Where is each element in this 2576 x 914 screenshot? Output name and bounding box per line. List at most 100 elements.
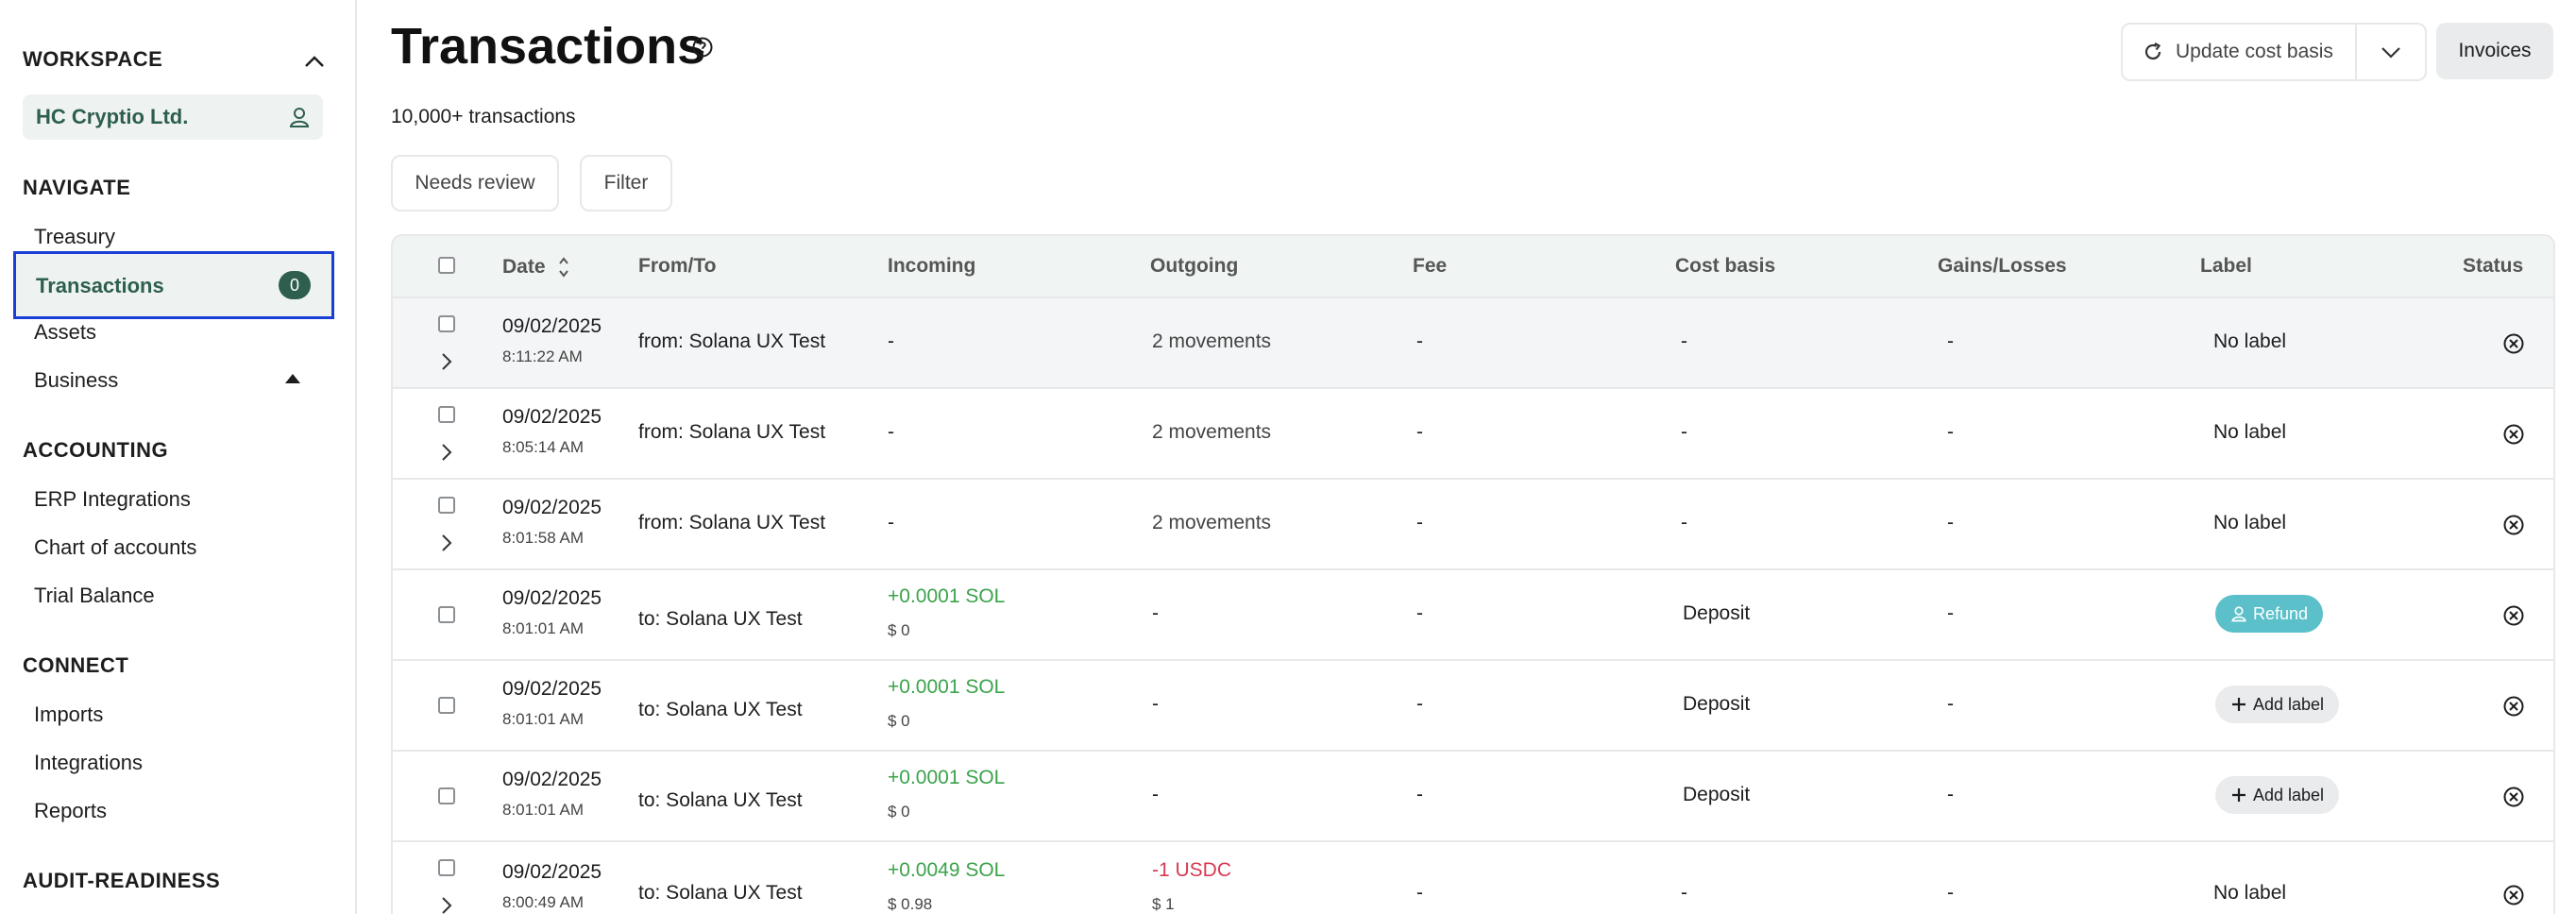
select-all-checkbox[interactable]: [438, 257, 455, 274]
row-checkbox[interactable]: [438, 315, 455, 332]
update-cost-basis-dropdown[interactable]: [2357, 25, 2425, 79]
needs-review-button[interactable]: Needs review: [391, 155, 559, 212]
table-row[interactable]: 09/02/2025 8:05:14 AM from: Solana UX Te…: [393, 389, 2553, 480]
row-outgoing: -1 USDC: [1152, 859, 1232, 881]
row-checkbox[interactable]: [438, 859, 455, 876]
help-icon[interactable]: [691, 36, 714, 59]
row-incoming: -: [888, 512, 894, 533]
table-row[interactable]: 09/02/2025 8:00:49 AM to: Solana UX Test…: [393, 842, 2553, 914]
label-tag-text: Refund: [2253, 603, 2309, 623]
label-tag-refund[interactable]: Refund: [2215, 595, 2324, 633]
chevron-right-icon[interactable]: [440, 895, 453, 914]
sidebar-item-reports[interactable]: Reports: [34, 799, 108, 822]
table-row[interactable]: 09/02/2025 8:01:01 AM to: Solana UX Test…: [393, 661, 2553, 752]
row-label[interactable]: No label: [2213, 421, 2287, 443]
sidebar-item-treasury[interactable]: Treasury: [34, 225, 115, 248]
table-row[interactable]: 09/02/2025 8:11:22 AM from: Solana UX Te…: [393, 298, 2553, 389]
caret-up-icon[interactable]: [285, 374, 300, 383]
sidebar-item-integrations[interactable]: Integrations: [34, 751, 143, 774]
row-cost-basis: Deposit: [1683, 784, 1751, 805]
row-outgoing: -: [1152, 693, 1159, 715]
update-cost-basis-split-button[interactable]: Update cost basis: [2121, 23, 2427, 81]
row-date: 09/02/2025: [502, 497, 602, 518]
connect-heading: CONNECT: [23, 653, 129, 677]
sidebar-item-erp-integrations[interactable]: ERP Integrations: [34, 487, 191, 511]
row-from-to: from: Solana UX Test: [638, 330, 826, 352]
row-date: 09/02/2025: [502, 769, 602, 790]
row-from-to: to: Solana UX Test: [638, 699, 803, 720]
row-fee: -: [1416, 512, 1423, 533]
status-cross-icon[interactable]: [2502, 786, 2525, 808]
status-cross-icon[interactable]: [2502, 332, 2525, 355]
row-time: 8:01:01 AM: [502, 801, 585, 819]
row-date: 09/02/2025: [502, 861, 602, 883]
chevron-right-icon[interactable]: [440, 533, 453, 553]
column-gains-losses: Gains/Losses: [1938, 255, 2067, 277]
column-status: Status: [2463, 255, 2524, 277]
row-time: 8:01:01 AM: [502, 710, 585, 728]
row-checkbox[interactable]: [438, 787, 455, 804]
collapse-workspace-button[interactable]: [300, 47, 329, 76]
row-outgoing[interactable]: 2 movements: [1152, 421, 1272, 443]
transactions-table: Date From/To Incoming Outgoing Fee Cost …: [391, 234, 2555, 914]
accounting-heading: ACCOUNTING: [23, 438, 169, 462]
update-cost-basis-button[interactable]: Update cost basis: [2123, 25, 2357, 79]
row-date: 09/02/2025: [502, 678, 602, 700]
row-gains-losses: -: [1947, 602, 1954, 624]
column-date[interactable]: Date: [502, 255, 570, 279]
filter-button[interactable]: Filter: [580, 155, 672, 212]
status-cross-icon[interactable]: [2502, 423, 2525, 446]
row-incoming: -: [888, 330, 894, 352]
sidebar-item-trial-balance[interactable]: Trial Balance: [34, 584, 155, 607]
page-title: Transactions: [391, 18, 706, 75]
row-label[interactable]: No label: [2213, 512, 2287, 533]
sidebar-item-chart-of-accounts[interactable]: Chart of accounts: [34, 535, 197, 559]
row-cost-basis: Deposit: [1683, 602, 1751, 624]
sidebar-item-transactions[interactable]: Transactions 0: [13, 251, 334, 319]
update-cost-basis-label: Update cost basis: [2176, 41, 2333, 62]
row-gains-losses: -: [1947, 512, 1954, 533]
table-row[interactable]: 09/02/2025 8:01:01 AM to: Solana UX Test…: [393, 570, 2553, 661]
add-label-button[interactable]: Add label: [2215, 776, 2340, 814]
row-cost-basis: -: [1681, 421, 1687, 443]
column-outgoing: Outgoing: [1150, 255, 1239, 277]
row-incoming: +0.0001 SOL: [888, 585, 1006, 607]
status-cross-icon[interactable]: [2502, 695, 2525, 718]
row-from-to: to: Solana UX Test: [638, 882, 803, 904]
row-checkbox[interactable]: [438, 697, 455, 714]
sidebar-item-imports[interactable]: Imports: [34, 702, 104, 726]
workspace-selector[interactable]: HC Cryptio Ltd.: [23, 94, 323, 140]
user-icon: [2231, 606, 2246, 622]
chevron-right-icon[interactable]: [440, 351, 453, 372]
sidebar-item-assets[interactable]: Assets: [34, 320, 97, 344]
sort-icon: [558, 257, 568, 278]
row-incoming-usd: $ 0.98: [888, 895, 933, 913]
row-from-to: to: Solana UX Test: [638, 789, 803, 811]
transactions-count: 10,000+ transactions: [391, 106, 576, 127]
table-row[interactable]: 09/02/2025 8:01:58 AM from: Solana UX Te…: [393, 480, 2553, 570]
row-time: 8:05:14 AM: [502, 438, 585, 456]
row-gains-losses: -: [1947, 882, 1954, 904]
plus-icon: [2232, 788, 2246, 802]
invoices-button[interactable]: Invoices: [2436, 23, 2553, 79]
column-date-label: Date: [502, 256, 546, 278]
row-outgoing[interactable]: 2 movements: [1152, 330, 1272, 352]
row-checkbox[interactable]: [438, 606, 455, 623]
chevron-right-icon[interactable]: [440, 442, 453, 463]
status-cross-icon[interactable]: [2502, 514, 2525, 536]
add-label-button[interactable]: Add label: [2215, 686, 2340, 723]
row-label[interactable]: No label: [2213, 882, 2287, 904]
sidebar-item-business[interactable]: Business: [34, 368, 119, 392]
workspace-heading: WORKSPACE: [23, 47, 163, 71]
table-row[interactable]: 09/02/2025 8:01:01 AM to: Solana UX Test…: [393, 752, 2553, 842]
row-gains-losses: -: [1947, 693, 1954, 715]
status-cross-icon[interactable]: [2502, 884, 2525, 906]
row-label[interactable]: No label: [2213, 330, 2287, 352]
user-icon: [289, 108, 310, 127]
row-cost-basis: -: [1681, 512, 1687, 533]
row-gains-losses: -: [1947, 784, 1954, 805]
row-outgoing[interactable]: 2 movements: [1152, 512, 1272, 533]
status-cross-icon[interactable]: [2502, 604, 2525, 627]
row-checkbox[interactable]: [438, 497, 455, 514]
row-checkbox[interactable]: [438, 406, 455, 423]
